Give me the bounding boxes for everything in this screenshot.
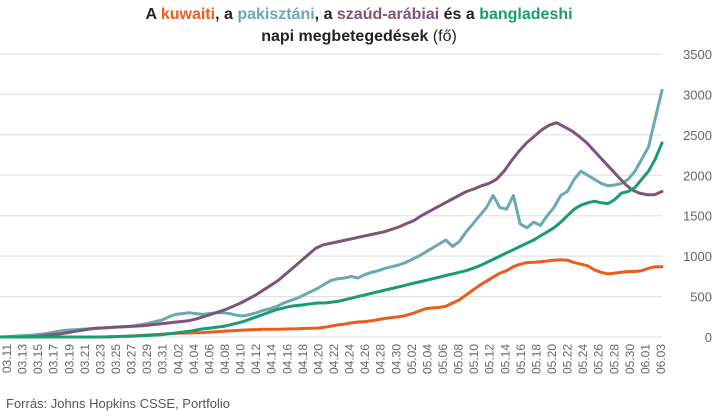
x-tick-label: 05.26	[592, 344, 606, 374]
x-tick-label: 05.08	[452, 344, 466, 374]
title-bangladesh: bangladeshi	[479, 6, 573, 23]
x-tick-label: 04.08	[218, 344, 232, 374]
x-tick-label: 03.31	[156, 344, 170, 374]
x-tick-label: 04.04	[187, 344, 201, 374]
x-tick-label: 03.27	[125, 344, 139, 374]
series-line-saudi	[0, 121, 664, 339]
x-tick-label: 05.14	[498, 344, 512, 374]
x-tick-label: 04.22	[327, 344, 341, 374]
x-tick-label: 03.13	[16, 344, 30, 374]
x-tick-label: 05.16	[514, 344, 528, 374]
x-tick-label: 06.03	[654, 344, 668, 374]
title-kuwait: kuwaiti	[160, 6, 216, 23]
x-tick-label: 04.02	[171, 344, 185, 374]
y-tick-label: 0	[705, 330, 712, 345]
x-tick-label: 04.06	[202, 344, 216, 374]
x-tick-label: 03.25	[109, 344, 123, 374]
x-tick-label: 04.18	[296, 344, 310, 374]
title-line-2: napi megbetegedések (fő)	[0, 26, 718, 48]
title-main: napi megbetegedések	[261, 28, 429, 45]
title-pakistan: pakisztáni	[237, 6, 315, 23]
y-tick-label: 1000	[683, 249, 712, 264]
source-note: Forrás: Johns Hopkins CSSE, Portfolio	[6, 396, 230, 411]
y-tick-label: 2000	[683, 168, 712, 183]
x-tick-label: 04.12	[249, 344, 263, 374]
x-tick-label: 03.11	[0, 344, 14, 373]
title-prefix: A	[145, 6, 161, 23]
x-tick-label: 04.16	[280, 344, 294, 374]
title-saudi: szaúd-arábiai	[336, 6, 440, 23]
x-tick-label: 05.22	[561, 344, 575, 374]
y-tick-label: 1500	[683, 209, 712, 224]
x-tick-label: 03.23	[93, 344, 107, 374]
x-tick-label: 05.24	[576, 344, 590, 374]
x-tick-label: 04.28	[374, 344, 388, 374]
x-tick-label: 04.30	[389, 344, 403, 374]
x-tick-label: 03.19	[62, 344, 76, 374]
title-sep-3: és a	[439, 6, 480, 23]
x-tick-label: 05.02	[405, 344, 419, 374]
title-line-1: A kuwaiti, a pakisztáni, a szaúd-arábiai…	[0, 4, 718, 26]
x-tick-label: 03.15	[31, 344, 45, 374]
title-sep-2: , a	[314, 6, 337, 23]
x-tick-label: 03.21	[78, 344, 92, 374]
series-line-bangladesh	[0, 141, 664, 339]
x-tick-label: 05.18	[529, 344, 543, 374]
x-tick-label: 05.10	[467, 344, 481, 374]
series-line-kuwait	[0, 258, 664, 339]
x-tick-label: 05.28	[607, 344, 621, 374]
x-tick-label: 03.29	[140, 344, 154, 374]
x-tick-label: 05.30	[623, 344, 637, 374]
y-tick-label: 2500	[683, 128, 712, 143]
y-tick-label: 3500	[683, 47, 712, 62]
x-tick-label: 04.10	[234, 344, 248, 374]
x-tick-label: 06.01	[638, 344, 652, 374]
title-unit: (fő)	[428, 28, 457, 45]
title-sep-1: , a	[215, 6, 238, 23]
x-tick-label: 05.20	[545, 344, 559, 374]
y-tick-label: 500	[690, 290, 712, 305]
x-tick-label: 04.26	[358, 344, 372, 374]
chart-title: A kuwaiti, a pakisztáni, a szaúd-arábiai…	[0, 4, 718, 48]
x-tick-label: 05.04	[420, 344, 434, 374]
x-tick-label: 04.14	[265, 344, 279, 374]
x-tick-label: 04.20	[311, 344, 325, 374]
x-tick-label: 03.17	[47, 344, 61, 374]
x-tick-label: 04.24	[343, 344, 357, 374]
x-tick-label: 05.12	[483, 344, 497, 374]
y-tick-label: 3000	[683, 87, 712, 102]
x-tick-label: 05.06	[436, 344, 450, 374]
